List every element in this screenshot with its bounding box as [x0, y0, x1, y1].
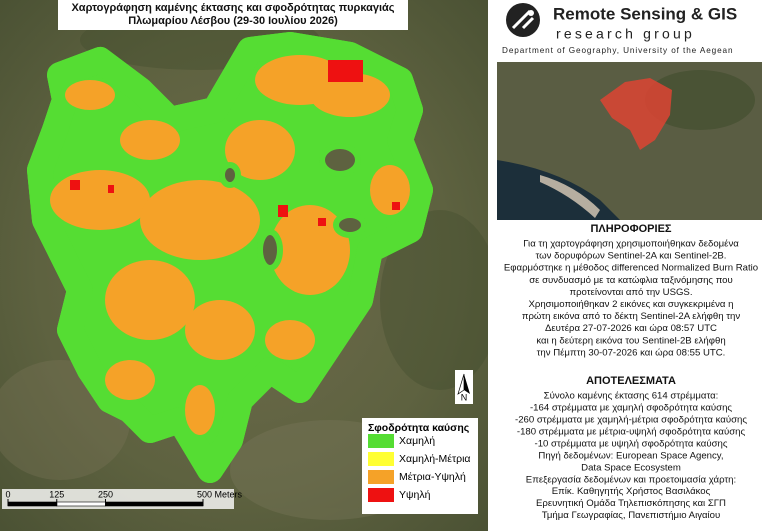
legend-label: Μέτρια-Υψηλή — [399, 471, 466, 483]
logo-subtitle: research group — [556, 26, 695, 42]
text-line: προτείνονται από την USGS. — [569, 287, 692, 298]
scale-segment — [56, 501, 106, 507]
text-line: -164 στρέμματα με χαμηλή σφοδρότητα καύσ… — [530, 403, 732, 414]
legend-label: Υψηλή — [399, 489, 431, 501]
legend-swatch — [368, 488, 394, 502]
results-heading: ΑΠΟΤΕΛΕΣΜΑΤΑ — [586, 375, 676, 387]
high-severity — [70, 60, 400, 226]
results-text: Σύνολο καμένης έκτασης 614 στρέμματα:-16… — [515, 391, 747, 450]
scale-label: 500 Meters — [197, 489, 243, 499]
text-line: Σύνολο καμένης έκτασης 614 στρέμματα: — [544, 391, 719, 402]
burned-area — [27, 32, 433, 483]
scale-label: 125 — [49, 489, 64, 499]
text-line: την Πέμπτη 30-07-2026 και ώρα 08:55 UTC. — [537, 347, 726, 358]
text-line: πρώτη εικόνα από το δέκτη Sentinel-2A ελ… — [522, 311, 741, 322]
legend-swatch — [368, 452, 394, 466]
text-line: σε συνδυασμό με τα κατώφλια ταξινόμησης … — [529, 275, 733, 286]
scale-bar: 0 125 250 500 Meters — [2, 489, 243, 509]
text-line: Εφαρμόστηκε η μέθοδος differenced Normal… — [504, 263, 758, 274]
inset-map — [497, 62, 762, 220]
text-line: Για τη χαρτογράφηση χρησιμοποιήθηκαν δεδ… — [523, 239, 739, 250]
title-box — [58, 0, 408, 30]
map-title: Χαρτογράφηση καμένης έκτασης και σφοδρότ… — [71, 2, 394, 14]
legend-label: Χαμηλή-Μέτρια — [399, 453, 471, 465]
legend-swatch — [368, 434, 394, 448]
unburned-islands — [219, 143, 367, 271]
north-label: N — [461, 392, 468, 402]
text-line: των δορυφόρων Sentinel-2A και Sentinel-2… — [536, 251, 727, 262]
info-heading: ΠΛΗΡΟΦΟΡΙΕΣ — [590, 223, 671, 235]
text-line: Επίκ. Καθηγητής Χρήστος Βασιλάκος — [552, 486, 711, 497]
legend-swatch — [368, 470, 394, 484]
scale-label: 0 — [5, 489, 10, 499]
info-text: Για τη χαρτογράφηση χρησιμοποιήθηκαν δεδ… — [504, 239, 758, 359]
legend-title: Σφοδρότητα καύσης — [368, 422, 470, 434]
moderate-high-severity — [50, 55, 410, 435]
logo-name: Remote Sensing & GIS — [553, 4, 737, 23]
text-line: Χρησιμοποιήθηκαν 2 εικόνες και συγκεκριμ… — [528, 299, 733, 310]
source-text: Πηγή δεδομένων: European Space Agency,Da… — [526, 451, 736, 522]
text-line: Ερευνητική Ομάδα Τηλεπισκόπησης και ΣΓΠ — [536, 498, 726, 509]
text-line: Δευτέρα 27-07-2026 και ώρα 08:57 UTC — [545, 323, 717, 334]
logo-department: Department of Geography, University of t… — [502, 46, 733, 55]
text-line: και η δεύτερη εικόνα του Sentinel-2B ελή… — [536, 335, 725, 346]
map-title: Πλωμαρίου Λέσβου (29-30 Ιουλίου 2026) — [128, 15, 338, 27]
text-line: Τμήμα Γεωγραφίας, Πανεπιστήμιο Αιγαίου — [542, 510, 721, 521]
text-line: -180 στρέμματα με μέτρια-υψηλή σφοδρότητ… — [517, 427, 746, 438]
scale-segment — [105, 501, 204, 507]
north-arrow: N — [455, 370, 473, 404]
text-line: -10 στρέμματα με υψηλή σφοδρότητα καύσης — [535, 439, 728, 450]
text-line: Data Space Ecosystem — [581, 462, 681, 473]
text-line: Πηγή δεδομένων: European Space Agency, — [538, 451, 723, 462]
logo: Remote Sensing & GIS research group Depa… — [502, 3, 737, 55]
legend-items: Χαμηλή Χαμηλή-Μέτρια Μέτρια-Υψηλή Υψηλή — [368, 434, 471, 502]
scale-label: 250 — [98, 489, 113, 499]
scale-segment — [7, 501, 58, 507]
legend-label: Χαμηλή — [399, 435, 435, 447]
text-line: Επεξεργασία δεδομένων και προετοιμασία χ… — [526, 474, 736, 485]
text-line: -260 στρέμματα με χαμηλή-μέτρια σφοδρότη… — [515, 415, 747, 426]
